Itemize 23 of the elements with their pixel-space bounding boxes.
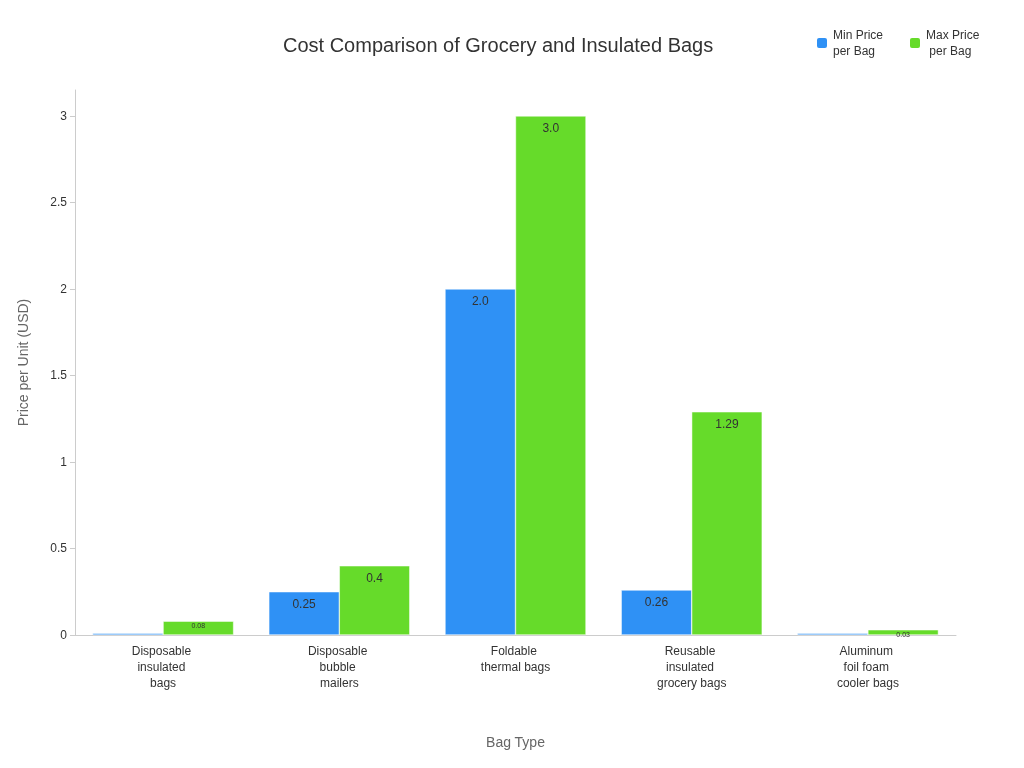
y-tick-label: 1.5 <box>50 368 68 383</box>
data-label: 3.0 <box>542 120 560 135</box>
chart-title: Cost Comparison of Grocery and Insulated Bags <box>283 34 714 56</box>
y-tick-label: 0.5 <box>50 541 68 556</box>
y-tick-label: 1 <box>60 454 68 469</box>
x-tick-label: Reusable insulated grocery bags <box>657 644 727 690</box>
legend-label: Max Price per Bag <box>926 28 980 58</box>
data-label: 0.26 <box>644 595 669 610</box>
x-tick-label: Disposable bubble mailers <box>307 644 371 690</box>
x-axis-title: Bag Type <box>486 734 546 750</box>
y-tick-label: 2 <box>60 281 68 296</box>
y-tick-label: 2.5 <box>50 195 68 210</box>
y-tick-label: 3 <box>60 108 68 123</box>
x-tick-label: Disposable insulated bags <box>131 644 195 690</box>
x-tick-label: Foldable thermal bags <box>480 644 551 674</box>
data-label: 1.29 <box>715 416 739 431</box>
legend-label: Min Price per Bag <box>833 28 887 58</box>
y-tick-label: 0 <box>60 628 68 642</box>
x-tick-label: Aluminum foil foam cooler bags <box>836 644 899 690</box>
data-label: 0.25 <box>292 596 317 611</box>
y-axis-title: Price per Unit (USD) <box>15 298 31 427</box>
data-label: 2.0 <box>471 293 489 308</box>
data-label: 0.4 <box>366 570 384 585</box>
